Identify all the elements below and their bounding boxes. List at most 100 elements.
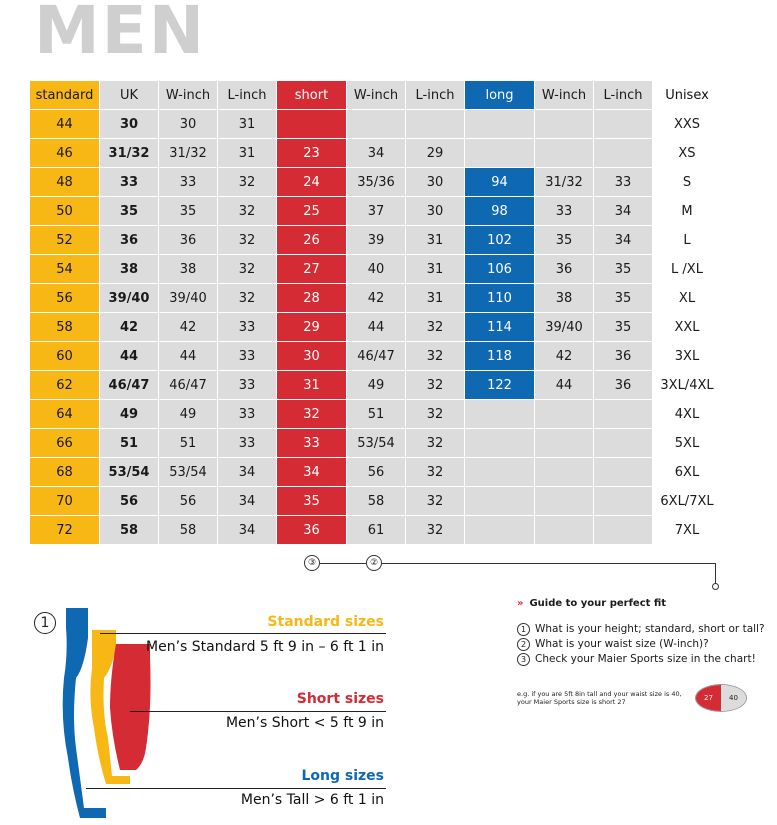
cell-uk: 42	[99, 312, 159, 342]
table-row: 64 49 49 33 32 51 32 4XL	[30, 399, 721, 429]
cell-l-inch: 33	[217, 312, 277, 342]
cell-uk: 36	[99, 225, 159, 255]
cell-long: 106	[464, 254, 535, 284]
cell-short-l-inch: 30	[405, 167, 465, 197]
cell-long-w-inch: 42	[534, 341, 594, 371]
cell-long-l-inch: 33	[593, 167, 653, 197]
cell-w-inch: 35	[158, 196, 218, 226]
example-badge-waist: 40	[721, 685, 746, 711]
table-row: 58 42 42 33 29 44 32 114 39/40 35 XXL	[30, 312, 721, 342]
table-row: 56 39/40 39/40 32 28 42 31 110 38 35 XL	[30, 283, 721, 313]
cell-l-inch: 34	[217, 457, 277, 487]
table-row: 48 33 33 32 24 35/36 30 94 31/32 33 S	[30, 167, 721, 197]
cell-long-l-inch	[593, 428, 653, 458]
cell-short-l-inch: 31	[405, 254, 465, 284]
cell-long	[464, 138, 535, 168]
chevron-icon: »	[517, 598, 524, 609]
divider	[130, 711, 386, 712]
cell-short: 26	[276, 225, 347, 255]
header-standard: standard	[30, 81, 100, 110]
long-size-desc-block: Men’s Tall > 6 ft 1 in	[241, 792, 384, 808]
cell-long-w-inch	[534, 486, 594, 516]
cell-short: 31	[276, 370, 347, 400]
cell-l-inch: 32	[217, 196, 277, 226]
cell-w-inch: 33	[158, 167, 218, 197]
page-title: MEN	[34, 0, 206, 69]
table-row: 60 44 44 33 30 46/47 32 118 42 36 3XL	[30, 341, 721, 371]
cell-l-inch: 34	[217, 486, 277, 516]
cell-long-w-inch	[534, 515, 594, 545]
cell-standard: 60	[30, 341, 100, 371]
table-row: 46 31/32 31/32 31 23 34 29 XS	[30, 138, 721, 168]
cell-standard: 68	[30, 457, 100, 487]
marker-two: ②	[366, 555, 382, 571]
guide-title-text: Guide to your perfect fit	[529, 598, 667, 609]
cell-long-l-inch: 34	[593, 196, 653, 226]
cell-short: 27	[276, 254, 347, 284]
guide-step: 3 Check your Maier Sports size in the cha…	[517, 653, 767, 666]
cell-l-inch: 31	[217, 138, 277, 168]
cell-long-l-inch	[593, 486, 653, 516]
cell-standard: 64	[30, 399, 100, 429]
cell-long-l-inch	[593, 399, 653, 429]
cell-long-w-inch: 44	[534, 370, 594, 400]
cell-long-w-inch	[534, 428, 594, 458]
cell-short: 29	[276, 312, 347, 342]
cell-short: 30	[276, 341, 347, 371]
cell-long-w-inch: 33	[534, 196, 594, 226]
cell-short: 25	[276, 196, 347, 226]
table-row: 66 51 51 33 33 53/54 32 5XL	[30, 428, 721, 458]
cell-short-l-inch: 30	[405, 196, 465, 226]
cell-standard: 56	[30, 283, 100, 313]
cell-unisex: S	[652, 167, 721, 197]
cell-l-inch: 31	[217, 109, 277, 139]
cell-uk: 38	[99, 254, 159, 284]
cell-l-inch: 33	[217, 399, 277, 429]
cell-long-w-inch	[534, 138, 594, 168]
cell-short: 24	[276, 167, 347, 197]
cell-l-inch: 32	[217, 167, 277, 197]
cell-long-w-inch	[534, 109, 594, 139]
cell-long: 102	[464, 225, 535, 255]
cell-short: 28	[276, 283, 347, 313]
header-short-w-inch: W-inch	[346, 81, 406, 110]
connector-line	[382, 563, 716, 564]
table-row: 52 36 36 32 26 39 31 102 35 34 L	[30, 225, 721, 255]
table-row: 50 35 35 32 25 37 30 98 33 34 M	[30, 196, 721, 226]
cell-w-inch: 38	[158, 254, 218, 284]
divider	[100, 633, 386, 634]
cell-w-inch: 44	[158, 341, 218, 371]
cell-uk: 58	[99, 515, 159, 545]
cell-short-l-inch: 31	[405, 225, 465, 255]
size-chart-table: standard UK W-inch L-inch short W-inch L…	[30, 81, 721, 545]
cell-long: 114	[464, 312, 535, 342]
cell-standard: 54	[30, 254, 100, 284]
cell-standard: 44	[30, 109, 100, 139]
table-row: 68 53/54 53/54 34 34 56 32 6XL	[30, 457, 721, 487]
cell-short-l-inch: 32	[405, 399, 465, 429]
guide-title: » Guide to your perfect fit	[517, 598, 767, 609]
cell-unisex: 3XL/4XL	[652, 370, 721, 400]
guide-step: 1 What is your height; standard, short or…	[517, 623, 767, 636]
cell-unisex: M	[652, 196, 721, 226]
cell-long	[464, 486, 535, 516]
cell-long: 122	[464, 370, 535, 400]
cell-l-inch: 33	[217, 341, 277, 371]
cell-w-inch: 39/40	[158, 283, 218, 313]
cell-standard: 62	[30, 370, 100, 400]
short-size-desc-block: Men’s Short < 5 ft 9 in	[226, 715, 384, 731]
cell-short-w-inch: 46/47	[346, 341, 406, 371]
step-text: Check your Maier Sports size in the char…	[535, 653, 756, 665]
cell-w-inch: 42	[158, 312, 218, 342]
long-sizes-heading: Long sizes	[301, 768, 384, 784]
short-size-block: Short sizes	[297, 691, 384, 707]
cell-long-l-inch	[593, 457, 653, 487]
cell-uk: 51	[99, 428, 159, 458]
cell-standard: 48	[30, 167, 100, 197]
connector-line	[320, 563, 366, 564]
cell-short-l-inch: 32	[405, 312, 465, 342]
standard-sizes-heading: Standard sizes	[267, 614, 384, 630]
cell-unisex: 6XL	[652, 457, 721, 487]
cell-uk: 31/32	[99, 138, 159, 168]
header-short: short	[276, 81, 347, 110]
